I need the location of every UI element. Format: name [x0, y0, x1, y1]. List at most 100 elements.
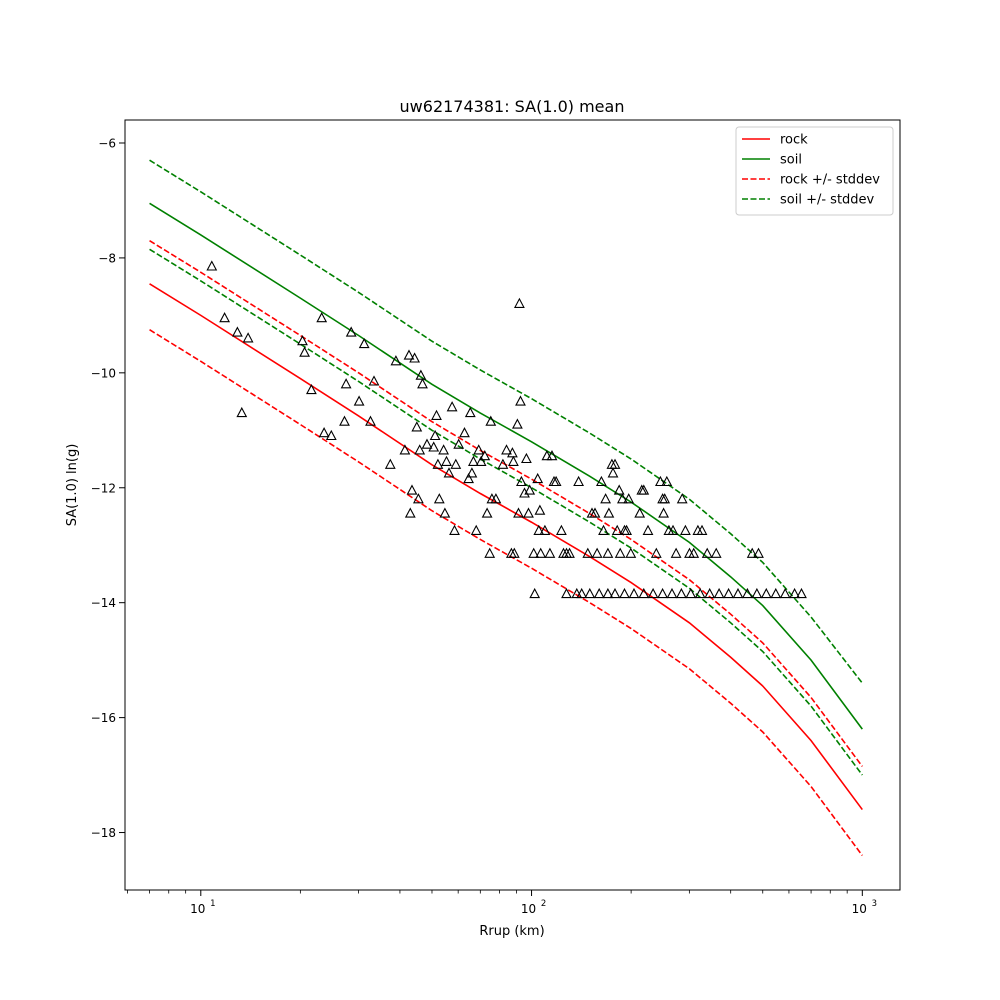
- data-point: [704, 587, 716, 599]
- data-point: [501, 444, 512, 455]
- legend-label: soil: [780, 153, 802, 168]
- data-point: [446, 401, 458, 412]
- data-point: [481, 507, 493, 518]
- y-tick-label: −8: [98, 251, 116, 265]
- data-point: [746, 547, 758, 558]
- data-point: [589, 507, 601, 518]
- data-point: [650, 547, 662, 558]
- data-point: [723, 587, 735, 599]
- x-tick-label: 10: [521, 902, 536, 916]
- data-point: [523, 507, 534, 518]
- data-point: [421, 438, 433, 449]
- data-point: [779, 587, 791, 599]
- data-point: [638, 587, 650, 599]
- data-point: [484, 547, 496, 558]
- x-tick-label: 10: [852, 902, 867, 916]
- data-point: [561, 587, 572, 599]
- data-point: [441, 455, 452, 466]
- data-point: [390, 355, 402, 366]
- data-point: [546, 450, 558, 461]
- data-point: [206, 260, 218, 271]
- data-point: [431, 409, 442, 420]
- data-point: [519, 487, 530, 498]
- data-point: [593, 587, 605, 599]
- data-point: [659, 493, 671, 504]
- data-point: [297, 335, 308, 346]
- data-point: [609, 587, 621, 599]
- y-tick-label: −12: [91, 481, 116, 495]
- data-point: [534, 504, 546, 515]
- x-tick-label-exponent: 2: [541, 899, 546, 909]
- data-point: [555, 524, 567, 535]
- y-tick-label: −16: [91, 711, 116, 725]
- data-point: [340, 378, 352, 389]
- data-point: [741, 587, 753, 599]
- data-point: [325, 429, 337, 441]
- data-point: [688, 547, 700, 558]
- data-point: [450, 458, 462, 469]
- data-point: [603, 507, 615, 518]
- data-point: [404, 507, 416, 518]
- data-point: [497, 458, 509, 469]
- data-point: [535, 547, 547, 558]
- data-point: [365, 415, 376, 426]
- data-point: [511, 418, 523, 429]
- data-point: [242, 332, 254, 343]
- data-point: [609, 458, 621, 469]
- data-point: [625, 547, 637, 558]
- data-point: [417, 378, 428, 389]
- data-point: [428, 441, 440, 452]
- legend-label: soil +/- stddev: [780, 193, 875, 208]
- data-point: [582, 547, 594, 558]
- data-point: [753, 547, 764, 558]
- data-point: [353, 395, 365, 406]
- data-point: [666, 587, 678, 599]
- data-point: [414, 444, 426, 455]
- data-point: [409, 352, 421, 363]
- y-tick-label: −10: [91, 366, 116, 380]
- data-point: [533, 524, 545, 535]
- data-point: [616, 493, 628, 504]
- data-point: [429, 429, 441, 441]
- data-point: [694, 587, 706, 599]
- data-point: [506, 447, 518, 458]
- legend-label: rock +/- stddev: [780, 173, 880, 188]
- data-point: [490, 493, 502, 504]
- data-point: [670, 547, 682, 558]
- data-point: [564, 547, 575, 558]
- data-point: [453, 438, 465, 449]
- data-point: [479, 450, 491, 461]
- data-point: [412, 493, 424, 504]
- data-point: [573, 475, 585, 487]
- data-point: [595, 475, 607, 487]
- data-point: [299, 346, 311, 357]
- data-point: [508, 547, 520, 558]
- data-point: [368, 375, 380, 386]
- data-point: [591, 547, 603, 558]
- data-point: [449, 524, 460, 535]
- data-point: [676, 493, 688, 504]
- x-tick-label: 10: [190, 902, 205, 916]
- data-point: [439, 507, 451, 518]
- data-point: [433, 493, 445, 504]
- data-point: [415, 369, 427, 380]
- data-point: [520, 452, 532, 464]
- data-point: [459, 427, 470, 438]
- plot-frame: [124, 119, 901, 891]
- y-tick-label: −14: [91, 596, 116, 610]
- data-point: [713, 587, 725, 599]
- data-point: [628, 587, 640, 599]
- data-point: [464, 406, 476, 418]
- data-point: [473, 444, 485, 455]
- data-point: [619, 587, 630, 599]
- data-point: [550, 475, 562, 487]
- data-point: [219, 312, 231, 323]
- data-point: [411, 421, 423, 432]
- curves-layer: [149, 159, 863, 856]
- data-point: [732, 587, 744, 599]
- data-point: [466, 467, 478, 478]
- data-point: [515, 395, 526, 406]
- data-point: [710, 547, 722, 558]
- data-point: [760, 587, 772, 599]
